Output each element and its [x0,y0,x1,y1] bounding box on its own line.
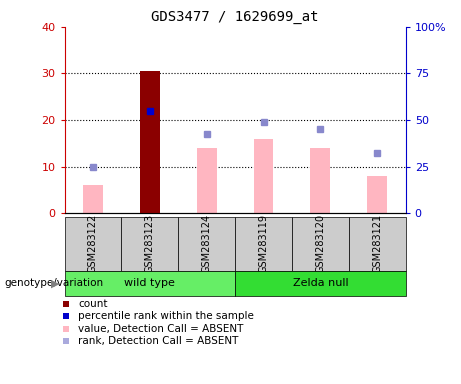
Bar [310,148,331,213]
Bar [235,217,292,271]
Text: rank, Detection Call = ABSENT: rank, Detection Call = ABSENT [78,336,238,346]
Bar [235,271,406,296]
Bar [65,217,121,271]
Text: GSM283123: GSM283123 [145,214,155,273]
Text: Zelda null: Zelda null [293,278,348,288]
Text: wild type: wild type [124,278,175,288]
Bar [349,217,406,271]
Bar [140,71,160,213]
Bar [65,271,235,296]
Bar [178,217,235,271]
Text: GSM283122: GSM283122 [88,214,98,273]
Text: count: count [78,299,107,309]
Text: percentile rank within the sample: percentile rank within the sample [78,311,254,321]
Text: value, Detection Call = ABSENT: value, Detection Call = ABSENT [78,324,243,334]
Bar [83,185,103,213]
Text: GSM283124: GSM283124 [201,214,212,273]
Bar [197,148,217,213]
Text: GSM283121: GSM283121 [372,214,382,273]
Text: GSM283120: GSM283120 [315,214,325,273]
Bar [367,176,387,213]
Bar [121,217,178,271]
Text: ▶: ▶ [51,278,59,288]
Bar [254,139,273,213]
Bar [292,217,349,271]
Text: GSM283119: GSM283119 [259,214,269,273]
Title: GDS3477 / 1629699_at: GDS3477 / 1629699_at [151,10,319,25]
Text: genotype/variation: genotype/variation [5,278,104,288]
